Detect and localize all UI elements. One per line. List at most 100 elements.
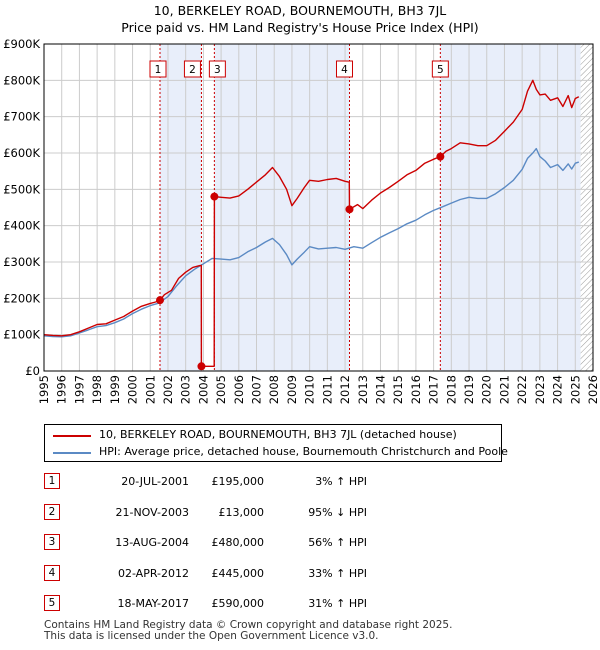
legend-swatch-property <box>53 435 91 437</box>
x-tick-label: 2009 <box>285 375 299 404</box>
y-tick-label: £400K <box>3 219 40 233</box>
x-tick-label: 2003 <box>179 375 193 404</box>
x-tick-label: 2005 <box>214 375 228 404</box>
y-tick-label: £900K <box>3 37 40 51</box>
sale-point <box>197 362 206 371</box>
transaction-hpi-change: 3% ↑ HPI <box>315 475 367 488</box>
y-tick-label: £600K <box>3 146 40 160</box>
sale-label-number: 5 <box>437 64 444 76</box>
footer-licence: This data is licensed under the Open Gov… <box>44 630 379 642</box>
x-tick-label: 2001 <box>143 375 157 404</box>
y-tick-label: £300K <box>3 255 40 269</box>
x-tick-label: 2011 <box>320 375 334 404</box>
footer-note: Contains HM Land Registry data © Crown c… <box>44 620 452 642</box>
sale-label-box <box>431 60 449 78</box>
sale-label-box <box>149 60 167 78</box>
x-tick-label: 1998 <box>90 375 104 404</box>
shaded-period <box>440 44 581 371</box>
transaction-hpi-change: 33% ↑ HPI <box>308 566 367 580</box>
x-tick-label: 2014 <box>373 375 387 404</box>
table-row: 4 02-APR-2012 £445,000 33% ↑ HPI <box>44 564 404 596</box>
x-tick-label: 1996 <box>55 375 69 404</box>
chart-legend: 10, BERKELEY ROAD, BOURNEMOUTH, BH3 7JL … <box>44 424 508 462</box>
transaction-hpi-change: 31% ↑ HPI <box>308 597 367 610</box>
transaction-hpi-change: 56% ↑ HPI <box>308 536 367 549</box>
table-row: 5 18-MAY-2017 £590,000 31% ↑ HPI <box>44 595 404 626</box>
transaction-price: £13,000 <box>218 505 265 519</box>
sale-point <box>155 296 164 305</box>
y-tick-label: £200K <box>3 291 40 305</box>
transaction-number-badge: 5 <box>44 595 60 611</box>
sale-point <box>436 152 445 161</box>
transaction-price: £445,000 <box>211 566 265 580</box>
forecast-hatch <box>580 44 593 371</box>
x-tick-label: 2006 <box>232 375 246 404</box>
x-tick-label: 1997 <box>72 375 86 404</box>
y-tick-label: £700K <box>3 110 40 124</box>
transaction-number-badge: 1 <box>44 473 60 489</box>
x-tick-label: 1999 <box>108 375 122 404</box>
x-tick-label: 2026 <box>586 375 600 404</box>
chart-title: 10, BERKELEY ROAD, BOURNEMOUTH, BH3 7JL <box>153 3 447 18</box>
transaction-number-badge: 2 <box>44 503 60 520</box>
transaction-date: 21-NOV-2003 <box>115 505 189 519</box>
transaction-date: 13-AUG-2004 <box>115 536 189 549</box>
y-tick-label: £100K <box>3 328 40 342</box>
x-tick-label: 2023 <box>533 375 547 404</box>
x-tick-label: 2015 <box>391 375 405 404</box>
x-tick-label: 2010 <box>303 375 317 404</box>
transactions-table: 1 20-JUL-2001 £195,000 3% ↑ HPI 2 21-NOV… <box>44 473 404 626</box>
x-tick-label: 2000 <box>126 375 140 404</box>
legend-label-hpi: HPI: Average price, detached house, Bour… <box>99 445 508 458</box>
x-tick-label: 2022 <box>515 375 529 404</box>
x-tick-label: 2016 <box>409 375 423 404</box>
transaction-date: 20-JUL-2001 <box>121 475 189 488</box>
x-tick-label: 2002 <box>161 375 175 404</box>
x-tick-label: 2018 <box>444 375 458 404</box>
y-tick-label: £500K <box>3 182 40 196</box>
price-chart: 1 2 3 4 5 £0 £100K £200K £300K £400K £500K £600K £7… <box>3 37 600 404</box>
footer-copyright: Contains HM Land Registry data © Crown c… <box>44 619 453 631</box>
chart-subtitle: Price paid vs. HM Land Registry's House … <box>121 20 479 35</box>
shaded-period <box>159 44 202 371</box>
x-tick-label: 2025 <box>568 375 582 404</box>
sale-label-number: 4 <box>341 64 348 76</box>
x-tick-label: 2019 <box>462 375 476 404</box>
sale-label-number: 2 <box>189 64 196 76</box>
y-tick-label: £800K <box>3 73 40 87</box>
hpi-line <box>43 147 580 338</box>
x-tick-label: 2012 <box>338 375 352 404</box>
shaded-period <box>214 44 350 371</box>
legend-label-property: 10, BERKELEY ROAD, BOURNEMOUTH, BH3 7JL … <box>99 428 457 441</box>
x-tick-label: 1995 <box>37 375 51 404</box>
transaction-price: £480,000 <box>211 536 265 549</box>
sale-point <box>210 192 219 201</box>
transaction-number-badge: 4 <box>44 564 60 581</box>
x-tick-label: 2004 <box>196 375 210 404</box>
y-tick-label: £0 <box>25 364 40 378</box>
table-row: 3 13-AUG-2004 £480,000 56% ↑ HPI <box>44 534 404 565</box>
transaction-date: 18-MAY-2017 <box>117 597 189 610</box>
table-row: 1 20-JUL-2001 £195,000 3% ↑ HPI <box>44 473 404 504</box>
sale-point <box>345 205 354 214</box>
sale-label-number: 1 <box>155 64 162 76</box>
transaction-date: 02-APR-2012 <box>117 566 189 580</box>
x-tick-label: 2008 <box>267 375 281 404</box>
transaction-hpi-change: 95% ↓ HPI <box>308 505 367 519</box>
x-tick-label: 2024 <box>551 375 565 404</box>
sale-label-number: 3 <box>214 64 221 76</box>
sale-label-box <box>183 60 201 78</box>
transaction-price: £195,000 <box>211 475 265 488</box>
x-tick-label: 2017 <box>427 375 441 404</box>
transaction-number-badge: 3 <box>44 534 60 550</box>
x-tick-label: 2007 <box>250 375 264 404</box>
transaction-price: £590,000 <box>211 597 265 610</box>
x-tick-label: 2021 <box>497 375 511 404</box>
sale-label-box <box>335 60 353 78</box>
plot-frame <box>43 43 594 372</box>
legend-swatch-hpi <box>53 452 91 454</box>
table-row: 2 21-NOV-2003 £13,000 95% ↓ HPI <box>44 503 404 535</box>
x-tick-label: 2020 <box>480 375 494 404</box>
sale-label-box <box>208 60 226 78</box>
x-tick-label: 2013 <box>356 375 370 404</box>
